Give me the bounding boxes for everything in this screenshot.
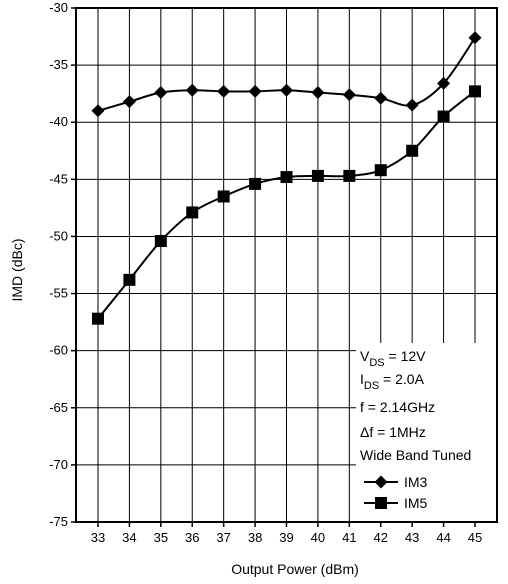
x-tick-label: 43 [405, 530, 419, 545]
marker-im3 [154, 86, 168, 100]
y-tick-label: -75 [49, 514, 68, 529]
x-tick-label: 39 [279, 530, 293, 545]
marker-im5 [123, 273, 136, 286]
legend-marker-im5 [375, 497, 387, 509]
annotation-line: Δf = 1MHz [360, 424, 426, 440]
legend-label-im5: IM5 [404, 495, 428, 511]
marker-im5 [469, 85, 482, 98]
x-tick-label: 33 [91, 530, 105, 545]
y-tick-label: -45 [49, 171, 68, 186]
x-tick-label: 45 [468, 530, 482, 545]
x-tick-label: 44 [436, 530, 450, 545]
marker-im5 [249, 177, 262, 190]
marker-im5 [217, 190, 230, 203]
marker-im5 [406, 144, 419, 157]
annotation-line: VDS = 12V [360, 348, 426, 369]
x-tick-label: 42 [374, 530, 388, 545]
x-tick-label: 38 [248, 530, 262, 545]
marker-im5 [154, 235, 167, 248]
marker-im5 [374, 164, 387, 177]
marker-im3 [185, 83, 199, 97]
marker-im3 [280, 83, 293, 97]
legend-marker-im3 [374, 475, 388, 489]
marker-im5 [91, 312, 104, 325]
annotation-line: IDS = 2.0A [360, 371, 425, 392]
marker-im3 [217, 84, 231, 98]
y-tick-label: -40 [49, 114, 68, 129]
x-tick-labels: 33 34 35 36 37 38 39 40 41 42 43 44 45 [91, 530, 482, 545]
marker-im5 [437, 110, 450, 123]
legend-label-im3: IM3 [404, 474, 428, 490]
x-tick-label: 35 [154, 530, 168, 545]
marker-im5 [280, 171, 293, 184]
marker-im5 [311, 169, 324, 182]
marker-im3 [374, 91, 388, 105]
y-axis-label: IMD (dBc) [9, 239, 25, 302]
annotation-line: Wide Band Tuned [360, 447, 471, 463]
marker-im3 [437, 76, 451, 90]
marker-im3 [405, 98, 419, 112]
x-tick-label: 34 [122, 530, 136, 545]
x-tick-label: 37 [216, 530, 230, 545]
marker-im3 [248, 84, 262, 98]
marker-im3 [122, 95, 136, 109]
annotation-line: f = 2.14GHz [360, 399, 435, 415]
x-axis-label: Output Power (dBm) [231, 561, 359, 577]
y-tick-label: -70 [49, 457, 68, 472]
y-tick-label: -30 [49, 0, 68, 15]
y-tick-labels: -30 -35 -40 -45 -50 -55 -60 -65 -70 -75 [49, 0, 68, 529]
x-tick-label: 40 [311, 530, 325, 545]
y-tick-label: -55 [49, 286, 68, 301]
y-tick-label: -65 [49, 400, 68, 415]
annotation-background [356, 343, 497, 522]
series-markers [91, 31, 482, 325]
marker-im5 [343, 169, 356, 182]
marker-im3 [311, 86, 325, 100]
y-tick-label: -60 [49, 343, 68, 358]
marker-im3 [468, 31, 482, 45]
marker-im3 [91, 104, 105, 118]
y-tick-label: -35 [49, 57, 68, 72]
x-tick-label: 41 [342, 530, 356, 545]
x-tick-label: 36 [185, 530, 199, 545]
plot-frame [75, 7, 498, 523]
marker-im5 [186, 206, 199, 219]
marker-im3 [342, 88, 356, 102]
y-tick-label: -50 [49, 228, 68, 243]
